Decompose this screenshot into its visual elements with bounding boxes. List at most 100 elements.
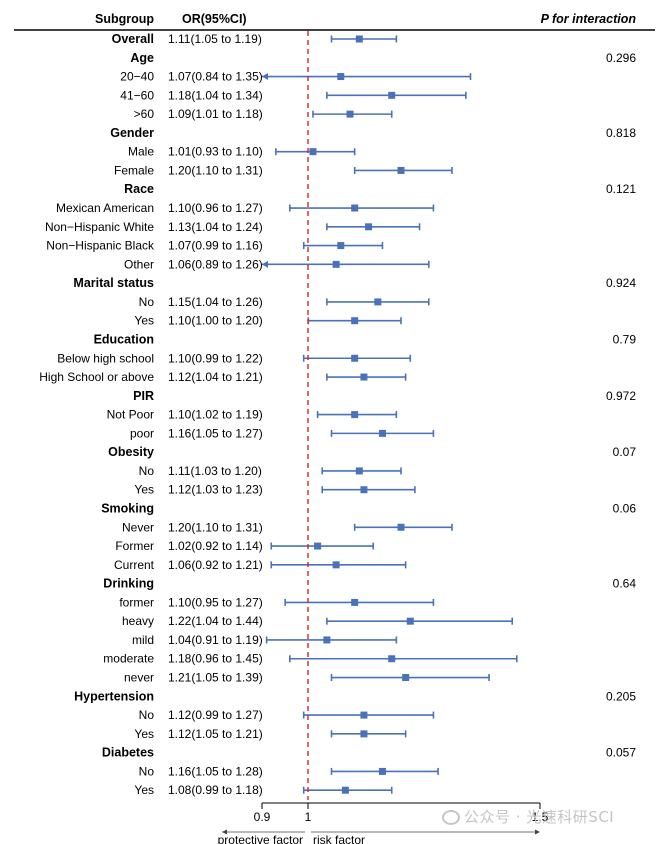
- subgroup-label: Non−Hispanic Black: [46, 239, 155, 253]
- or-point: [360, 711, 368, 719]
- or-point: [365, 223, 373, 231]
- subgroup-label: 20−40: [120, 70, 154, 84]
- subgroup-label: Female: [114, 163, 154, 177]
- wechat-icon: [442, 810, 460, 825]
- or-point: [351, 411, 359, 419]
- subgroup-label: No: [139, 764, 155, 778]
- group-label: Age: [130, 51, 154, 65]
- subgroup-label: Other: [124, 257, 154, 271]
- subgroup-label: High School or above: [39, 370, 154, 384]
- or-point: [360, 373, 368, 381]
- subgroup-label: Mexican American: [56, 201, 154, 215]
- or-ci-text: 1.18(0.96 to 1.45): [168, 652, 263, 666]
- subgroup-label: former: [119, 595, 154, 609]
- subgroup-label: No: [139, 295, 155, 309]
- p-interaction-value: 0.924: [606, 276, 636, 290]
- or-point: [360, 730, 368, 738]
- or-point: [355, 35, 363, 43]
- or-ci-text: 1.20(1.10 to 1.31): [168, 163, 263, 177]
- group-label: Diabetes: [102, 746, 154, 760]
- or-ci-text: 1.09(1.01 to 1.18): [168, 107, 263, 121]
- subgroup-label: No: [139, 708, 155, 722]
- or-ci-text: 1.01(0.93 to 1.10): [168, 145, 263, 159]
- or-ci-text: 1.10(0.96 to 1.27): [168, 201, 263, 215]
- p-interaction-value: 0.972: [606, 389, 636, 403]
- or-ci-text: 1.07(0.99 to 1.16): [168, 239, 263, 253]
- or-point: [355, 467, 363, 475]
- or-point: [402, 674, 410, 682]
- or-point: [309, 148, 317, 156]
- subgroup-label: Not Poor: [107, 408, 154, 422]
- or-point: [378, 429, 386, 437]
- or-point: [374, 298, 382, 306]
- group-label: Drinking: [103, 577, 154, 591]
- or-point: [332, 260, 340, 268]
- or-point: [351, 204, 359, 212]
- p-interaction-header: P for interaction: [541, 12, 637, 26]
- p-interaction-value: 0.818: [606, 126, 636, 140]
- or-point: [360, 486, 368, 494]
- subgroup-label: never: [124, 671, 154, 685]
- protective-arrow-head: [222, 829, 227, 835]
- or-point: [378, 767, 386, 775]
- or-ci-text: 1.10(1.02 to 1.19): [168, 408, 263, 422]
- subgroup-label: moderate: [103, 652, 154, 666]
- or-ci-text: 1.16(1.05 to 1.27): [168, 426, 263, 440]
- or-ci-text: 1.06(0.92 to 1.21): [168, 558, 263, 572]
- x-tick-label-0-9: 0.9: [254, 810, 271, 824]
- subgroup-label: Male: [128, 145, 154, 159]
- subgroup-label: Non−Hispanic White: [45, 220, 154, 234]
- group-label: Race: [124, 182, 154, 196]
- or-ci-text: 1.11(1.03 to 1.20): [168, 464, 262, 478]
- protective-factor-label: protective factor: [218, 833, 303, 844]
- or-ci-text: 1.21(1.05 to 1.39): [168, 671, 263, 685]
- risk-factor-label: risk factor: [313, 833, 365, 844]
- or-point: [406, 617, 414, 625]
- or-ci-text: 1.08(0.99 to 1.18): [168, 783, 263, 797]
- group-label: Hypertension: [74, 689, 154, 703]
- or-ci-text: 1.12(0.99 to 1.27): [168, 708, 263, 722]
- x-tick-label-1-5: 1.5: [532, 810, 549, 824]
- group-label: PIR: [133, 389, 154, 403]
- subgroup-label: Below high school: [57, 351, 154, 365]
- subgroup-label: Current: [114, 558, 155, 572]
- or-point: [397, 523, 405, 531]
- or-ci-text: 1.07(0.84 to 1.35): [168, 70, 263, 84]
- or-ci-text: 1.10(0.99 to 1.22): [168, 351, 263, 365]
- p-interaction-value: 0.06: [613, 502, 637, 516]
- or-point: [351, 598, 359, 606]
- forest-rows: Overall 1.11(1.05 to 1.19) Age 0.296 20−40 1.…: [39, 32, 636, 797]
- group-label: Education: [94, 332, 154, 346]
- group-label: Gender: [110, 126, 154, 140]
- subgroup-label: poor: [130, 426, 154, 440]
- or-ci-text: 1.10(1.00 to 1.20): [168, 314, 263, 328]
- p-interaction-value: 0.205: [606, 689, 636, 703]
- p-interaction-value: 0.121: [606, 182, 636, 196]
- subgroup-label: Yes: [134, 783, 154, 797]
- subgroup-label: Former: [115, 539, 154, 553]
- or-point: [351, 354, 359, 362]
- or-ci-text: 1.10(0.95 to 1.27): [168, 595, 263, 609]
- or-point: [397, 166, 405, 174]
- p-interaction-value: 0.79: [613, 332, 637, 346]
- subgroup-header: Subgroup: [95, 12, 154, 26]
- x-tick-label-1: 1: [305, 810, 312, 824]
- or-ci-text: 1.13(1.04 to 1.24): [168, 220, 263, 234]
- or-ci-text: 1.15(1.04 to 1.26): [168, 295, 263, 309]
- group-label: Smoking: [101, 502, 154, 516]
- risk-arrow-head: [535, 829, 540, 835]
- subgroup-label: >60: [134, 107, 155, 121]
- or-ci-text: 1.06(0.89 to 1.26): [168, 257, 263, 271]
- or-point: [351, 317, 359, 325]
- subgroup-label: heavy: [122, 614, 154, 628]
- subgroup-label: Never: [122, 520, 154, 534]
- x-axis: 0.9 1 1.5 protective factor risk factor: [218, 802, 549, 844]
- or-point: [341, 786, 349, 794]
- or-header: OR(95%CI): [182, 12, 247, 26]
- or-ci-text: 1.22(1.04 to 1.44): [168, 614, 263, 628]
- watermark: 公众号 · 光速科研SCI: [442, 806, 614, 827]
- or-point: [323, 636, 331, 644]
- p-interaction-value: 0.64: [613, 577, 637, 591]
- group-label: Obesity: [108, 445, 154, 459]
